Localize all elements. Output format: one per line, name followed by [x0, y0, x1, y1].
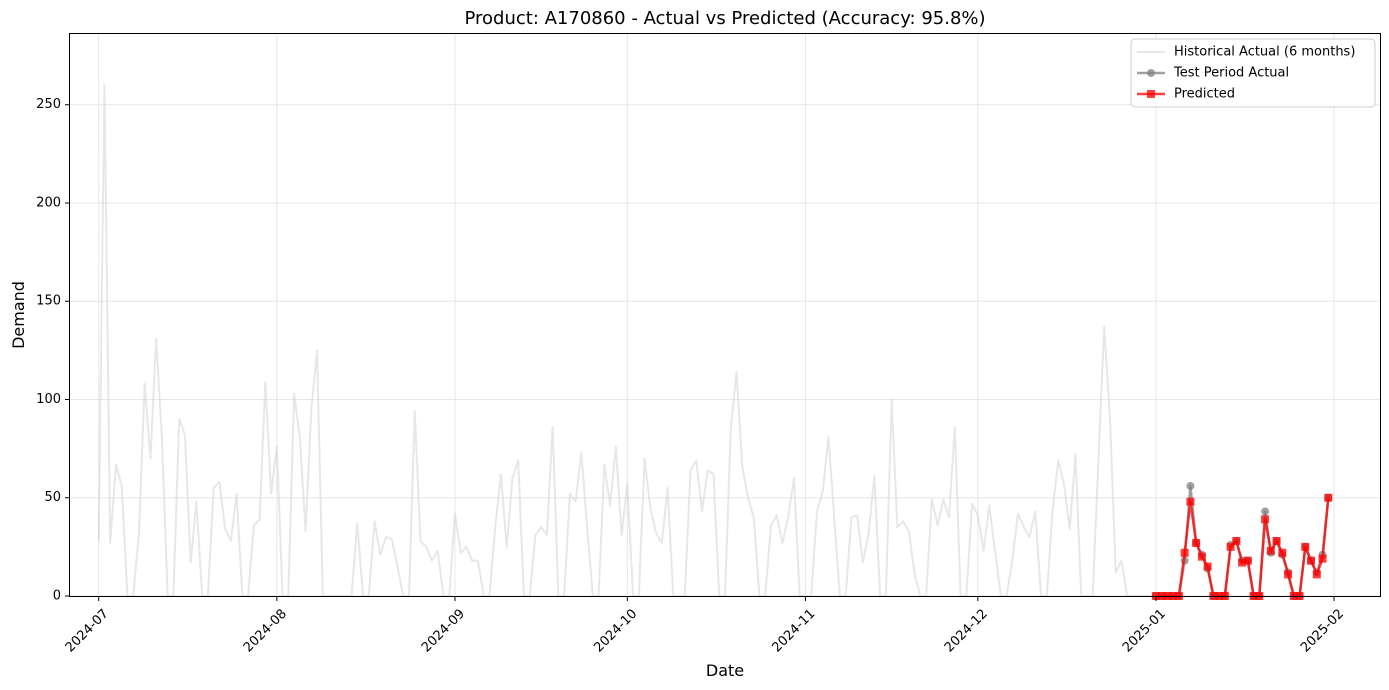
- predicted-point: [1318, 554, 1327, 563]
- x-tick-label: 2024-09: [419, 606, 468, 655]
- plot-frame: [69, 33, 1381, 597]
- predicted-point: [1180, 548, 1189, 557]
- x-axis-ticks: 2024-07 2024-08 2024-09 2024-10 2024-11 2024-…: [63, 596, 1347, 655]
- legend-box: [1130, 38, 1376, 108]
- predicted-point: [1301, 542, 1310, 551]
- legend-label: Predicted: [1174, 87, 1235, 102]
- legend-label: Test Period Actual: [1173, 66, 1289, 81]
- x-axis-label: Date: [706, 661, 744, 680]
- chart-title: Product: A170860 - Actual vs Predicted (…: [464, 8, 985, 29]
- predicted-point: [1261, 515, 1270, 524]
- predicted-point: [1278, 548, 1287, 557]
- predicted-point: [1243, 556, 1252, 565]
- predicted-point: [1226, 542, 1235, 551]
- predicted-point: [1238, 558, 1247, 567]
- x-tick-label: 2024-08: [241, 606, 290, 655]
- predicted-point: [1272, 536, 1281, 545]
- legend-label: Historical Actual (6 months): [1174, 45, 1355, 60]
- y-tick-label: 150: [36, 294, 61, 309]
- y-axis-ticks: 0 50 100 150 200 250: [36, 97, 70, 604]
- y-axis-label: Demand: [9, 281, 28, 349]
- predicted-point: [1266, 546, 1275, 555]
- y-tick-label: 250: [36, 97, 61, 112]
- predicted-point: [1307, 556, 1316, 565]
- predicted-point: [1186, 497, 1195, 506]
- legend-marker-circle: [1147, 69, 1155, 77]
- x-tick-label: 2025-02: [1298, 606, 1347, 655]
- series-layer: [97, 84, 1333, 600]
- x-tick-label: 2024-11: [769, 606, 818, 655]
- y-tick-label: 200: [36, 195, 61, 210]
- x-tick-label: 2025-01: [1120, 606, 1169, 655]
- x-tick-label: 2024-07: [63, 606, 112, 655]
- x-tick-label: 2024-10: [591, 606, 640, 655]
- grid-lines: [70, 34, 1380, 597]
- predicted-point: [1324, 493, 1333, 502]
- y-tick-label: 0: [53, 589, 61, 604]
- predicted-point: [1284, 570, 1293, 579]
- historical-actual-6-months-line: [97, 84, 1151, 597]
- predicted-point: [1203, 562, 1212, 571]
- predicted-point: [1197, 552, 1206, 561]
- legend: Historical Actual (6 months) Test Period …: [1130, 38, 1376, 108]
- y-tick-label: 50: [44, 490, 61, 505]
- x-tick-label: 2024-12: [942, 606, 991, 655]
- legend-marker-square: [1147, 90, 1155, 98]
- predicted-point: [1232, 536, 1241, 545]
- y-tick-label: 100: [36, 392, 61, 407]
- predicted-point: [1192, 538, 1201, 547]
- test-actual-point: [1186, 481, 1195, 490]
- test-actual-point: [1261, 507, 1270, 516]
- predicted-point: [1312, 570, 1321, 579]
